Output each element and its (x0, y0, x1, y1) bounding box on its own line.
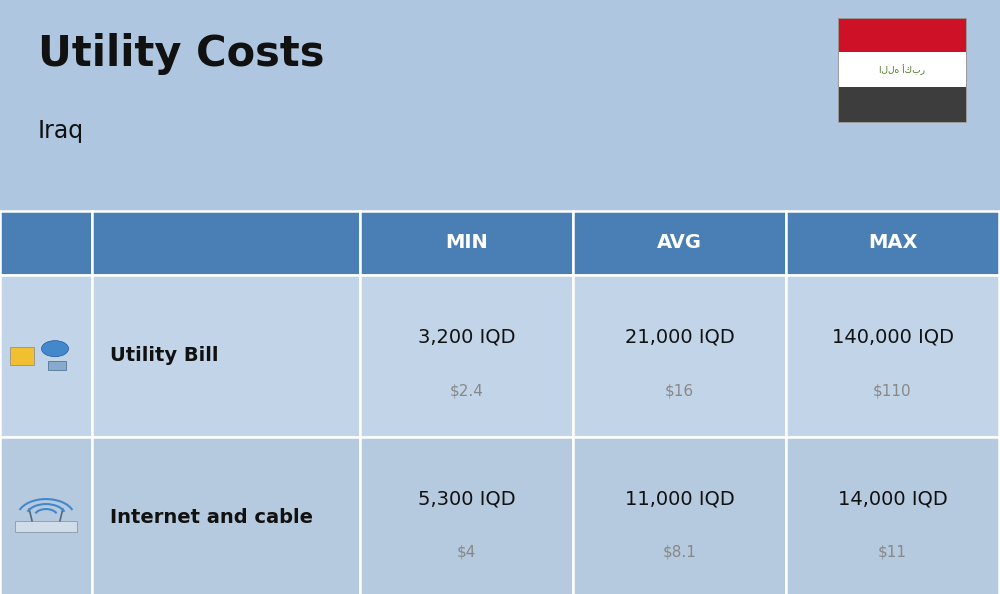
Text: 3,200 IQD: 3,200 IQD (418, 328, 515, 347)
Bar (786, 275, 999, 437)
Bar (48, 361, 66, 370)
Bar (360, 437, 573, 594)
Bar (0, 211, 92, 275)
Text: AVG: AVG (657, 233, 702, 252)
Text: $8.1: $8.1 (663, 545, 696, 560)
Text: $4: $4 (457, 545, 476, 560)
Text: $11: $11 (878, 545, 907, 560)
Text: الله أكبر: الله أكبر (879, 64, 925, 75)
Bar (573, 275, 786, 437)
Bar (838, 52, 966, 87)
Bar (573, 437, 786, 594)
Circle shape (42, 340, 68, 356)
Bar (360, 211, 573, 275)
Text: $2.4: $2.4 (450, 383, 483, 398)
Bar (786, 437, 999, 594)
Bar (838, 87, 966, 122)
Text: Utility Bill: Utility Bill (110, 346, 218, 365)
Text: Internet and cable: Internet and cable (110, 508, 313, 527)
Bar (92, 211, 360, 275)
Bar (573, 211, 786, 275)
Text: 11,000 IQD: 11,000 IQD (625, 489, 734, 508)
Bar (0, 275, 92, 437)
Text: MAX: MAX (868, 233, 917, 252)
Text: Iraq: Iraq (38, 119, 84, 143)
Text: MIN: MIN (445, 233, 488, 252)
Bar (92, 437, 360, 594)
Bar (786, 211, 999, 275)
Bar (838, 18, 966, 52)
Bar (92, 275, 360, 437)
Text: $110: $110 (873, 383, 912, 398)
Text: $16: $16 (665, 383, 694, 398)
Bar (0, 437, 92, 594)
Text: 140,000 IQD: 140,000 IQD (832, 328, 954, 347)
Text: 14,000 IQD: 14,000 IQD (838, 489, 947, 508)
Text: Utility Costs: Utility Costs (38, 33, 324, 75)
Text: 5,300 IQD: 5,300 IQD (418, 489, 515, 508)
Bar (15, 521, 77, 532)
Bar (10, 347, 34, 365)
Text: 21,000 IQD: 21,000 IQD (625, 328, 734, 347)
Bar (360, 275, 573, 437)
Bar (838, 18, 966, 122)
